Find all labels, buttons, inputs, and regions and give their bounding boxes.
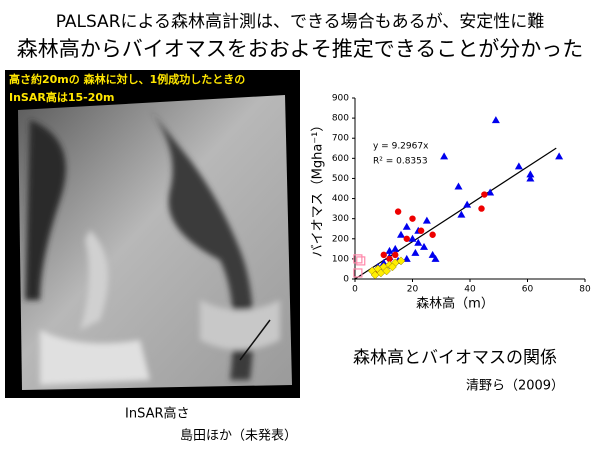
- point: [391, 244, 400, 252]
- point: [440, 152, 449, 160]
- point: [514, 162, 523, 170]
- point: [422, 216, 431, 224]
- point: [386, 255, 393, 263]
- point: [403, 235, 410, 242]
- y-tick-label: 900: [332, 94, 349, 104]
- point: [429, 231, 436, 238]
- point: [385, 246, 394, 254]
- image-caption: InSAR高さ: [125, 406, 190, 422]
- y-tick-label: 300: [332, 214, 349, 224]
- trend-r2: R² = 0.8353: [373, 157, 428, 167]
- point: [402, 254, 411, 262]
- y-tick-label: 0: [343, 275, 349, 285]
- x-tick-label: 20: [407, 285, 419, 295]
- point: [431, 254, 440, 262]
- point: [478, 205, 485, 212]
- point: [402, 222, 411, 230]
- point: [382, 266, 391, 276]
- point: [397, 230, 405, 238]
- point: [370, 270, 380, 280]
- x-tick-label: 80: [579, 285, 591, 295]
- point: [457, 210, 466, 218]
- point: [353, 268, 363, 278]
- point: [392, 251, 399, 259]
- point: [408, 234, 417, 242]
- point: [414, 238, 423, 246]
- point: [491, 116, 500, 124]
- subheadline: 森林高からバイオマスをおおよそ推定できることが分かった: [17, 37, 584, 61]
- y-tick-label: 700: [332, 134, 349, 144]
- x-tick-label: 0: [352, 285, 358, 295]
- point: [417, 227, 425, 234]
- point: [420, 242, 428, 250]
- chart-caption: 森林高とバイオマスの関係: [353, 348, 557, 368]
- point: [481, 191, 488, 198]
- point: [526, 170, 535, 178]
- y-tick-label: 100: [332, 254, 349, 264]
- chart-source: 清野ら（2009）: [466, 379, 564, 394]
- point: [388, 262, 397, 272]
- point: [411, 248, 420, 256]
- image-source: 島田ほか（未発表）: [180, 429, 297, 444]
- point: [356, 256, 366, 266]
- point: [454, 182, 463, 190]
- trendline: [354, 147, 557, 280]
- scatter-plot: 森林高（m） バイオマス（Mgha⁻¹） y = 9.2967x R² = 0.…: [311, 94, 591, 312]
- point: [463, 200, 472, 208]
- image-note: InSAR高は15-20m: [9, 90, 114, 104]
- y-axis-title: バイオマス（Mgha⁻¹）: [311, 119, 326, 258]
- y-tick-label: 600: [332, 154, 349, 164]
- point: [379, 258, 388, 266]
- x-axis-title: 森林高（m）: [416, 296, 494, 312]
- y-tick-label: 400: [332, 194, 349, 204]
- x-tick-label: 40: [464, 285, 476, 295]
- point: [394, 208, 402, 215]
- headline: PALSARによる森林高計測は、できる場合もあるが、安定性に難: [56, 12, 545, 32]
- trend-equation: y = 9.2967x: [373, 142, 429, 152]
- insar-image: [18, 95, 292, 390]
- point: [428, 250, 437, 258]
- point: [396, 256, 406, 266]
- point: [526, 174, 535, 182]
- image-note: 高さ約20mの 森林に対し、1例成功したときの: [9, 72, 245, 86]
- y-tick-label: 200: [332, 234, 349, 244]
- point: [486, 188, 495, 196]
- point: [380, 251, 387, 259]
- point: [353, 254, 363, 264]
- y-tick-label: 500: [332, 174, 349, 184]
- point: [555, 152, 564, 160]
- point: [409, 215, 416, 222]
- y-tick-label: 800: [332, 114, 349, 124]
- x-tick-label: 60: [522, 285, 534, 295]
